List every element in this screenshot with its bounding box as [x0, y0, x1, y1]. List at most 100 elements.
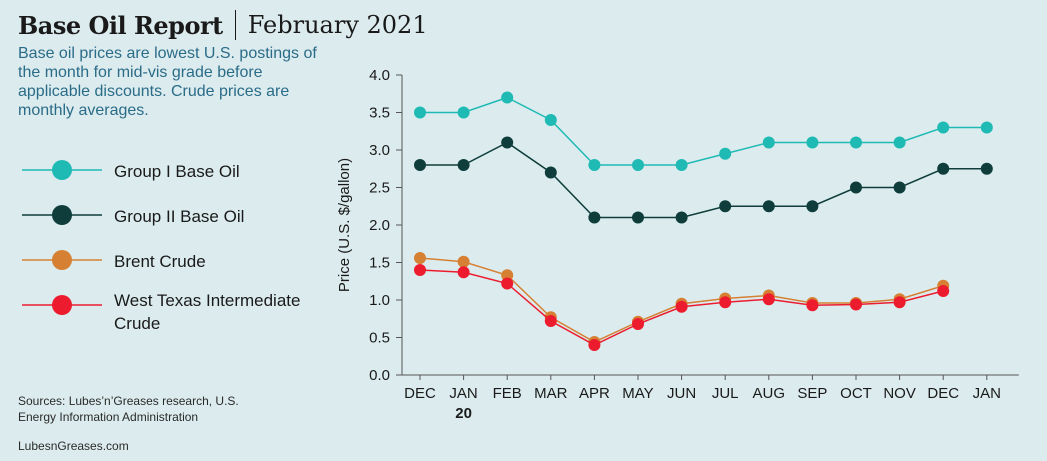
data-point	[544, 114, 557, 126]
y-tick-label: 1.0	[369, 292, 390, 309]
data-point	[501, 277, 514, 290]
data-point	[588, 211, 601, 224]
x-tick-label: JAN	[449, 385, 477, 402]
data-point	[980, 121, 993, 134]
x-tick-label: FEB	[493, 385, 522, 402]
legend-dot	[52, 250, 72, 270]
x-tick-label: MAR	[534, 385, 568, 402]
legend-label: West Texas Intermediate Crude	[114, 291, 301, 333]
data-point	[414, 159, 426, 171]
x-tick-label: JUL	[712, 385, 739, 402]
x-tick-label: JAN	[973, 385, 1001, 402]
data-point	[806, 299, 819, 312]
legend-marker-icon	[22, 160, 102, 180]
data-point	[893, 181, 906, 194]
x-tick-label: SEP	[797, 385, 827, 402]
y-tick-label: 3.0	[369, 142, 390, 159]
data-point	[937, 285, 950, 297]
x-tick-label: DEC	[404, 385, 436, 402]
legend-dot	[52, 160, 72, 180]
y-tick-label: 1.5	[369, 255, 390, 272]
legend-marker-icon	[22, 250, 102, 270]
x-tick-label: MAY	[622, 385, 653, 402]
data-point	[675, 300, 688, 313]
data-point	[544, 315, 557, 327]
data-point	[893, 136, 906, 149]
data-point	[893, 296, 906, 309]
data-point	[762, 200, 775, 213]
legend-item-wti: West Texas Intermediate Crude	[22, 285, 312, 333]
data-point	[850, 181, 862, 194]
data-point	[980, 162, 993, 175]
y-axis-label: Price (U.S. $/gallon)	[336, 158, 353, 292]
data-point	[850, 136, 862, 149]
series-group	[414, 136, 993, 224]
data-point	[501, 91, 514, 104]
report-date: February 2021	[247, 11, 428, 39]
x-tick-label: OCT	[840, 385, 872, 402]
legend-item-group-ii: Group II Base Oil	[22, 195, 312, 240]
data-point	[632, 159, 644, 171]
legend-marker-icon	[22, 205, 102, 225]
data-point	[457, 106, 470, 119]
legend-dot	[52, 205, 72, 225]
legend-label: Brent Crude	[114, 252, 206, 271]
chart-series	[414, 91, 993, 351]
legend-item-brent: Brent Crude	[22, 240, 312, 285]
year-label: 20	[455, 405, 472, 420]
y-tick-label: 0.5	[369, 330, 390, 347]
data-point	[675, 159, 688, 171]
x-tick-label: NOV	[883, 385, 916, 402]
data-point	[414, 264, 426, 276]
x-tick-label: DEC	[927, 385, 959, 402]
data-point	[457, 255, 470, 268]
data-point	[806, 136, 819, 149]
data-point	[501, 136, 514, 149]
data-point	[762, 136, 775, 149]
title-divider	[234, 10, 236, 40]
data-point	[632, 211, 644, 224]
data-point	[414, 252, 426, 264]
series-group	[414, 91, 993, 171]
data-point	[544, 166, 557, 179]
legend-label: Group II Base Oil	[114, 207, 245, 226]
y-tick-label: 4.0	[369, 67, 390, 84]
x-tick-label: AUG	[753, 385, 786, 402]
y-tick-label: 2.0	[369, 217, 390, 234]
data-point	[762, 293, 775, 306]
report-title: Base Oil Report	[18, 10, 223, 40]
data-point	[501, 269, 514, 282]
data-point	[588, 339, 601, 351]
data-point	[457, 266, 470, 279]
data-point	[937, 162, 950, 175]
site-url: LubesnGreases.com	[18, 439, 129, 453]
series-group	[414, 264, 950, 351]
legend-label: Group I Base Oil	[114, 162, 240, 181]
title-row: Base Oil Report February 2021	[18, 8, 428, 42]
data-point	[632, 318, 644, 330]
series-group	[414, 252, 950, 348]
data-point	[850, 298, 862, 311]
subtitle: Base oil prices are lowest U.S. postings…	[18, 45, 317, 119]
data-point	[719, 296, 732, 309]
y-tick-label: 0.0	[369, 367, 390, 384]
data-point	[806, 200, 819, 213]
x-tick-label: JUN	[667, 385, 696, 402]
legend: Group I Base Oil Group II Base Oil Brent…	[22, 150, 312, 333]
data-point	[414, 106, 426, 119]
data-point	[719, 200, 732, 213]
data-point	[937, 121, 950, 134]
legend-item-group-i: Group I Base Oil	[22, 150, 312, 195]
legend-marker-icon	[22, 295, 102, 315]
series-line	[420, 96, 987, 166]
data-point	[588, 159, 601, 171]
data-point	[457, 159, 470, 171]
data-point	[719, 147, 732, 160]
price-line-chart: 0.0 0.5 1.0 1.5 2.0 2.5 3.0 3.5 4.0 DEC JAN FEB MAR A…	[336, 67, 1019, 420]
sources-note: Sources: Lubes’n’Greases research, U.S. …	[18, 394, 239, 424]
y-tick-label: 2.5	[369, 180, 390, 197]
x-tick-label: APR	[579, 385, 610, 402]
y-tick-label: 3.5	[369, 105, 390, 122]
data-point	[675, 211, 688, 224]
chart-axes: 0.0 0.5 1.0 1.5 2.0 2.5 3.0 3.5 4.0 DEC JAN FEB MAR A…	[336, 67, 1019, 420]
